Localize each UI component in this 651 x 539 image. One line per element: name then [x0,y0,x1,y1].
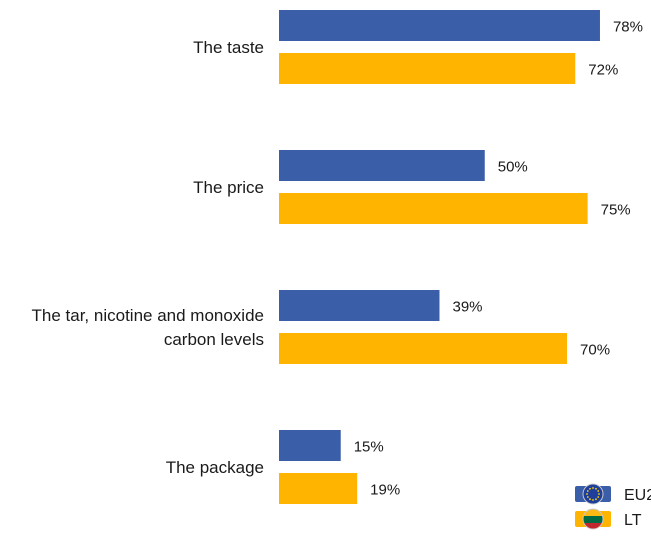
eu-flag-icon [582,483,604,505]
data-label-lt-2: 70% [580,342,610,359]
data-label-eu2-3: 15% [354,439,384,456]
legend: EU2 LT [575,483,651,530]
data-label-lt-1: 75% [601,202,631,219]
legend-label-eu2: EU2 [624,487,651,504]
category-label-0: The taste [193,38,264,57]
lithuania-flag-icon [582,508,604,530]
bar-lt-3 [279,473,358,504]
data-label-eu2-1: 50% [498,159,528,176]
data-label-eu2-0: 78% [613,19,643,36]
bar-eu2-0 [279,10,600,41]
bar-lt-2 [279,333,568,364]
bar-eu2-3 [279,430,341,461]
category-label-2: The tar, nicotine and monoxide [32,306,264,325]
labels-layer: 78% 72% The taste 50% 75% The price 39% 70% The … [32,19,643,499]
legend-label-lt: LT [624,512,642,529]
bars-layer [279,10,600,504]
bar-lt-1 [279,193,588,224]
category-label-1: The price [193,178,264,197]
category-label-3: The package [166,458,264,477]
data-label-eu2-2: 39% [452,299,482,316]
data-label-lt-0: 72% [588,62,618,79]
bar-eu2-1 [279,150,485,181]
bar-eu2-2 [279,290,440,321]
bar-lt-0 [279,53,576,84]
data-label-lt-3: 19% [370,482,400,499]
category-label-2: carbon levels [164,330,264,349]
